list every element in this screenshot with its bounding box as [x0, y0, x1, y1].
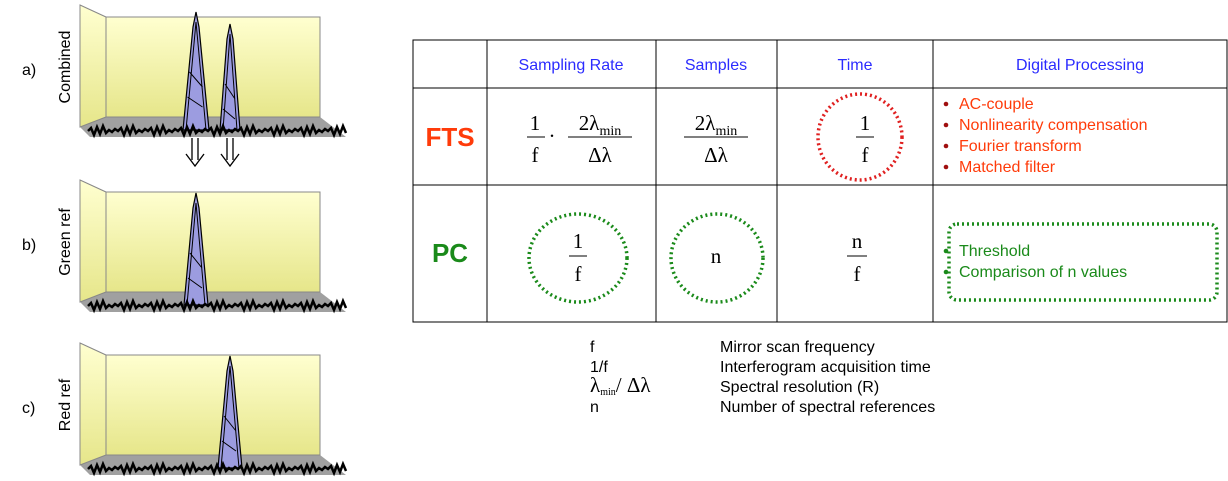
side-wall: [80, 343, 106, 465]
denominator: f: [862, 143, 869, 167]
panel-letter: c): [22, 400, 35, 417]
side-wall: [80, 5, 106, 127]
column-header: Digital Processing: [1016, 57, 1144, 74]
denominator: f: [532, 143, 539, 167]
denominator: Δλ: [704, 143, 729, 167]
back-wall: [106, 355, 320, 455]
row-label: FTS: [425, 122, 474, 152]
panel-letter: a): [22, 62, 36, 79]
panel-letter: b): [22, 237, 36, 254]
numerator: n: [852, 229, 863, 253]
numerator: 2λmin: [579, 111, 621, 139]
legend-meaning: Number of spectral references: [720, 399, 935, 416]
back-wall: [106, 192, 320, 292]
row-label: PC: [432, 238, 468, 268]
bullet: [944, 249, 949, 254]
dot: ·: [549, 124, 556, 148]
processing-item: Comparison of n values: [959, 264, 1127, 281]
bullet: [944, 144, 949, 149]
arrows: [186, 138, 239, 166]
legend-symbol: λmin/ Δλ: [590, 373, 651, 398]
processing-item: Threshold: [959, 243, 1030, 260]
numerator: 2λmin: [695, 111, 737, 139]
numerator: 1: [530, 111, 541, 135]
down-arrow: [186, 138, 204, 166]
highlight-box: [949, 224, 1217, 300]
panels: a) Combined b) Green ref c) Red ref: [22, 5, 346, 475]
symbol: 2λ: [695, 111, 717, 135]
down-arrow: [221, 138, 239, 166]
plot-panel: a) Combined: [22, 5, 346, 137]
slide: a) Combined b) Green ref c) Red ref Sampling …: [0, 0, 1228, 481]
processing-list: Threshold Comparison of n values: [944, 243, 1127, 281]
processing-item: Fourier transform: [959, 138, 1082, 155]
column-header: Samples: [685, 57, 747, 74]
processing-item: Nonlinearity compensation: [959, 117, 1148, 134]
processing-item: Matched filter: [959, 159, 1056, 176]
panel-label: Combined: [57, 31, 74, 104]
legend-meaning: Spectral resolution (R): [720, 379, 879, 396]
back-wall: [106, 17, 320, 117]
formula: 1 f n n f: [569, 229, 867, 286]
processing-list: AC-couple Nonlinearity compensation Fourie…: [944, 96, 1148, 176]
plot-panel: c) Red ref: [22, 343, 346, 475]
panel-label: Green ref: [57, 208, 74, 276]
subscript: min: [600, 387, 616, 398]
denominator: Δλ: [588, 143, 613, 167]
symbol: / Δλ: [616, 373, 652, 397]
column-header: Time: [838, 57, 873, 74]
column-header: Sampling Rate: [519, 57, 624, 74]
legend-meaning: Interferogram acquisition time: [720, 359, 931, 376]
denominator: f: [854, 262, 861, 286]
legend-symbol: n: [590, 399, 599, 416]
plot-panel: b) Green ref: [22, 180, 346, 312]
symbol: 2λ: [579, 111, 601, 135]
value: n: [711, 244, 722, 268]
bullet: [944, 165, 949, 170]
bullet: [944, 270, 949, 275]
numerator: 1: [860, 111, 871, 135]
highlight-circle: [529, 214, 627, 302]
table: Sampling Rate Samples Time Digital Proce…: [413, 40, 1227, 322]
side-wall: [80, 180, 106, 302]
legend-meaning: Mirror scan frequency: [720, 339, 875, 356]
numerator: 1: [573, 229, 584, 253]
panel-label: Red ref: [57, 378, 74, 431]
bullet: [944, 102, 949, 107]
legend-symbol: f: [590, 339, 595, 356]
processing-item: AC-couple: [959, 96, 1034, 113]
bullet: [944, 123, 949, 128]
denominator: f: [575, 262, 582, 286]
